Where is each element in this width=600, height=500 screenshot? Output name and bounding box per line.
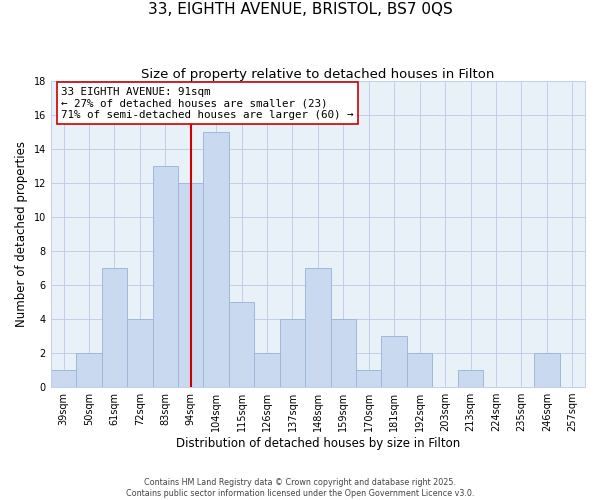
X-axis label: Distribution of detached houses by size in Filton: Distribution of detached houses by size …: [176, 437, 460, 450]
Bar: [407, 353, 433, 387]
Bar: [382, 336, 407, 387]
Bar: [356, 370, 382, 387]
Bar: [331, 319, 356, 387]
Bar: [534, 353, 560, 387]
Bar: [280, 319, 305, 387]
Bar: [152, 166, 178, 387]
Bar: [229, 302, 254, 387]
Bar: [101, 268, 127, 387]
Bar: [127, 319, 152, 387]
Text: Contains HM Land Registry data © Crown copyright and database right 2025.
Contai: Contains HM Land Registry data © Crown c…: [126, 478, 474, 498]
Y-axis label: Number of detached properties: Number of detached properties: [15, 141, 28, 327]
Bar: [76, 353, 101, 387]
Bar: [305, 268, 331, 387]
Bar: [458, 370, 483, 387]
Bar: [51, 370, 76, 387]
Bar: [203, 132, 229, 387]
Title: Size of property relative to detached houses in Filton: Size of property relative to detached ho…: [141, 68, 494, 80]
Text: 33 EIGHTH AVENUE: 91sqm
← 27% of detached houses are smaller (23)
71% of semi-de: 33 EIGHTH AVENUE: 91sqm ← 27% of detache…: [61, 86, 354, 120]
Bar: [178, 182, 203, 387]
Bar: [254, 353, 280, 387]
Text: 33, EIGHTH AVENUE, BRISTOL, BS7 0QS: 33, EIGHTH AVENUE, BRISTOL, BS7 0QS: [148, 2, 452, 18]
